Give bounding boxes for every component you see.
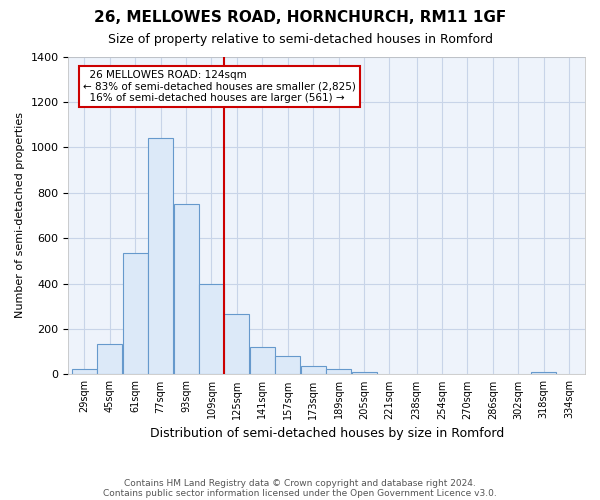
Y-axis label: Number of semi-detached properties: Number of semi-detached properties bbox=[15, 112, 25, 318]
Bar bbox=[301, 366, 326, 374]
Bar bbox=[97, 344, 122, 374]
Bar bbox=[122, 253, 148, 374]
Text: 26, MELLOWES ROAD, HORNCHURCH, RM11 1GF: 26, MELLOWES ROAD, HORNCHURCH, RM11 1GF bbox=[94, 10, 506, 25]
Bar bbox=[148, 138, 173, 374]
Text: Contains HM Land Registry data © Crown copyright and database right 2024.: Contains HM Land Registry data © Crown c… bbox=[124, 478, 476, 488]
Bar bbox=[224, 314, 250, 374]
Bar bbox=[352, 372, 377, 374]
Text: Contains public sector information licensed under the Open Government Licence v3: Contains public sector information licen… bbox=[103, 488, 497, 498]
Bar bbox=[72, 369, 97, 374]
Bar bbox=[531, 372, 556, 374]
Bar bbox=[250, 347, 275, 374]
Bar bbox=[199, 284, 224, 374]
Bar bbox=[326, 369, 351, 374]
Bar bbox=[275, 356, 300, 374]
X-axis label: Distribution of semi-detached houses by size in Romford: Distribution of semi-detached houses by … bbox=[149, 427, 504, 440]
Bar bbox=[173, 204, 199, 374]
Text: 26 MELLOWES ROAD: 124sqm
← 83% of semi-detached houses are smaller (2,825)
  16%: 26 MELLOWES ROAD: 124sqm ← 83% of semi-d… bbox=[83, 70, 356, 103]
Text: Size of property relative to semi-detached houses in Romford: Size of property relative to semi-detach… bbox=[107, 32, 493, 46]
